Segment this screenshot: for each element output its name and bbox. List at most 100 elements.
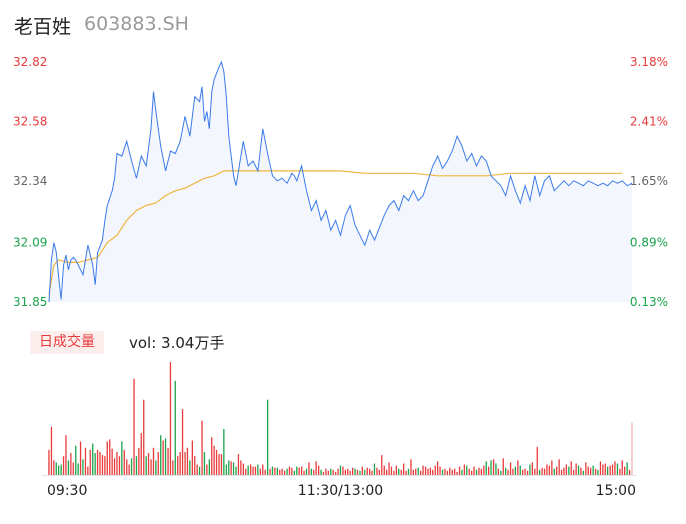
volume-bar — [356, 469, 359, 475]
volume-bar — [215, 449, 218, 475]
volume-bar — [570, 461, 572, 475]
volume-bar — [536, 446, 538, 476]
volume-bar — [437, 461, 439, 475]
y-tick-left-3: 32.09 — [13, 236, 47, 250]
volume-bar — [301, 466, 303, 475]
volume-bar — [128, 464, 130, 475]
volume-bar — [398, 468, 400, 475]
volume-bar — [106, 441, 108, 475]
volume-bar — [466, 465, 468, 475]
volume-bar — [488, 466, 490, 475]
volume-bar — [191, 440, 193, 475]
volume-bar — [315, 461, 317, 475]
volume-bar — [293, 470, 295, 475]
volume-bar — [211, 437, 213, 475]
volume-bar — [75, 445, 77, 475]
volume-bar — [339, 465, 342, 475]
volume-bar — [461, 469, 463, 475]
volume-bar — [70, 453, 72, 475]
volume-bar — [305, 468, 308, 475]
volume-bar — [522, 469, 524, 475]
volume-bar — [174, 380, 176, 475]
volume-bar — [288, 466, 291, 475]
volume-bar — [121, 441, 123, 475]
volume-bar — [432, 469, 434, 475]
volume-bar — [313, 469, 315, 475]
volume-bar — [369, 468, 371, 475]
volume-bar — [240, 460, 242, 475]
volume-bar — [592, 465, 594, 475]
volume-bar — [539, 469, 541, 475]
volume-bar — [184, 452, 186, 475]
volume-bar — [478, 467, 480, 475]
volume-bar — [247, 465, 249, 475]
stock-name: 老百姓 — [14, 16, 72, 38]
volume-bar — [558, 459, 560, 475]
volume-bar — [67, 460, 70, 475]
volume-bar — [250, 464, 252, 475]
volume-bar — [403, 463, 405, 475]
y-tick-right-3: 0.89% — [630, 236, 668, 250]
volume-bar — [575, 463, 577, 475]
volume-bar — [410, 459, 412, 475]
volume-bar — [172, 460, 174, 475]
volume-bar — [271, 466, 274, 475]
volume-bar — [441, 469, 444, 475]
volume-bar — [60, 464, 62, 475]
volume-bar — [524, 468, 526, 475]
volume-bar — [218, 454, 220, 475]
volume-bar — [82, 459, 84, 475]
volume-bar — [616, 463, 619, 475]
volume-bar — [48, 449, 50, 475]
volume-bar — [565, 464, 567, 475]
volume-bar — [594, 468, 597, 475]
volume-bar — [582, 470, 584, 475]
volume-bar — [279, 469, 281, 475]
y-tick-left-0: 32.82 — [13, 55, 47, 69]
volume-bar — [526, 470, 529, 475]
volume-bar — [303, 470, 305, 475]
volume-bar — [444, 468, 446, 475]
volume-bar — [509, 462, 512, 475]
volume-bar — [267, 399, 269, 475]
volume-bar — [135, 456, 138, 475]
volume-bar — [546, 464, 548, 475]
volume-bar — [354, 468, 356, 475]
volume-bar — [194, 456, 196, 475]
volume-bar — [281, 468, 283, 475]
volume-bar — [604, 463, 606, 475]
volume-bar — [298, 467, 300, 475]
volume-bar — [284, 470, 286, 475]
volume-bar — [458, 466, 461, 475]
volume-bar — [245, 468, 247, 475]
volume-bar — [330, 468, 332, 475]
volume-bar — [543, 468, 546, 475]
volume-bar — [84, 447, 87, 475]
volume-bar — [344, 469, 346, 475]
volume-bar — [320, 469, 322, 475]
volume-bar — [276, 467, 278, 475]
volume-bar — [609, 465, 611, 475]
x-tick-label-0: 09:30 — [47, 483, 87, 499]
volume-bar — [308, 462, 310, 475]
volume-bar — [177, 456, 179, 475]
y-tick-left-1: 32.58 — [13, 114, 47, 128]
daily-volume-tag[interactable]: 日成交量 — [30, 331, 104, 354]
volume-bar — [580, 467, 582, 475]
volume-bar — [573, 469, 575, 475]
volume-bar — [203, 452, 206, 475]
volume-bar — [155, 460, 157, 475]
volume-bar — [519, 465, 521, 475]
volume-bar — [94, 453, 96, 475]
volume-bar — [383, 465, 385, 475]
volume-bar — [556, 466, 558, 475]
volume-bar — [422, 465, 424, 475]
volume-bar — [468, 468, 470, 475]
volume-bar — [206, 464, 208, 475]
volume-bar — [373, 463, 376, 475]
volume-bar — [590, 467, 592, 475]
volume-bar — [162, 440, 164, 475]
volume-bar — [364, 469, 366, 475]
volume-bar — [169, 362, 172, 475]
volume-bar — [118, 456, 121, 475]
